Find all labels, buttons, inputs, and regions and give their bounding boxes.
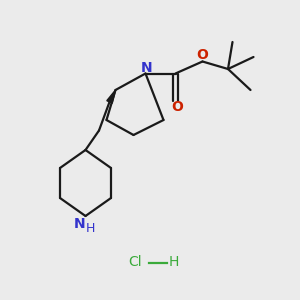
- Text: O: O: [171, 100, 183, 114]
- Text: Cl: Cl: [128, 256, 142, 269]
- Text: H: H: [169, 256, 179, 269]
- Text: H: H: [85, 222, 95, 235]
- Polygon shape: [107, 90, 116, 103]
- Text: N: N: [74, 218, 85, 231]
- Text: N: N: [141, 61, 153, 75]
- Text: O: O: [196, 48, 208, 62]
